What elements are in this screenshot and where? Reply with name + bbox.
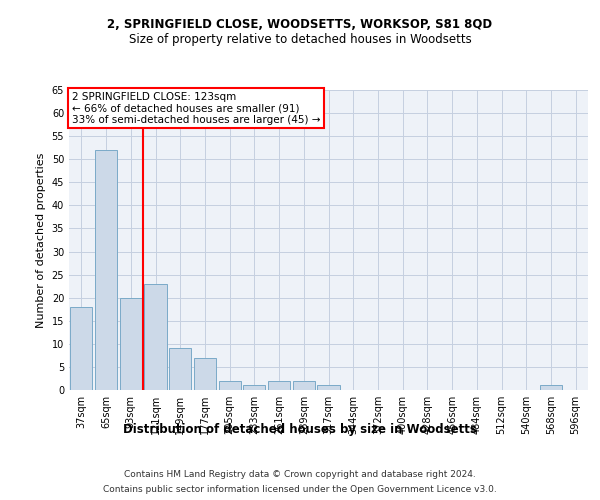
Text: Size of property relative to detached houses in Woodsetts: Size of property relative to detached ho… xyxy=(128,32,472,46)
Bar xyxy=(540,386,562,390)
Bar xyxy=(95,150,117,390)
Bar xyxy=(218,381,241,390)
Bar xyxy=(145,284,167,390)
Bar xyxy=(70,307,92,390)
Bar xyxy=(169,348,191,390)
Bar xyxy=(293,381,315,390)
Text: 2, SPRINGFIELD CLOSE, WOODSETTS, WORKSOP, S81 8QD: 2, SPRINGFIELD CLOSE, WOODSETTS, WORKSOP… xyxy=(107,18,493,30)
Bar xyxy=(243,386,265,390)
Text: 2 SPRINGFIELD CLOSE: 123sqm
← 66% of detached houses are smaller (91)
33% of sem: 2 SPRINGFIELD CLOSE: 123sqm ← 66% of det… xyxy=(71,92,320,124)
Text: Contains public sector information licensed under the Open Government Licence v3: Contains public sector information licen… xyxy=(103,485,497,494)
Y-axis label: Number of detached properties: Number of detached properties xyxy=(36,152,46,328)
Bar xyxy=(194,358,216,390)
Text: Contains HM Land Registry data © Crown copyright and database right 2024.: Contains HM Land Registry data © Crown c… xyxy=(124,470,476,479)
Bar xyxy=(268,381,290,390)
Text: Distribution of detached houses by size in Woodsetts: Distribution of detached houses by size … xyxy=(123,422,477,436)
Bar xyxy=(119,298,142,390)
Bar xyxy=(317,386,340,390)
